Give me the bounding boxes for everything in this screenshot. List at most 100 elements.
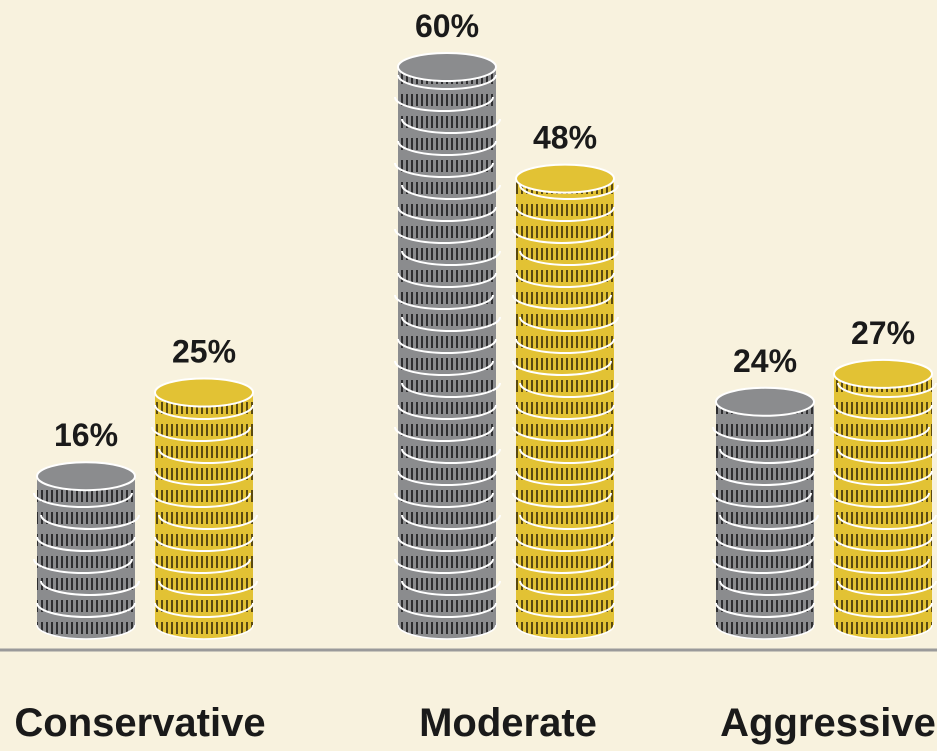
coin-edge bbox=[719, 514, 819, 530]
coin-edge bbox=[715, 536, 815, 552]
coin-edge bbox=[397, 206, 497, 222]
coin-edge bbox=[830, 492, 930, 508]
coin-edge bbox=[397, 74, 497, 90]
coin-edge bbox=[154, 470, 254, 486]
coin-edge bbox=[512, 426, 612, 442]
coin-edge bbox=[515, 602, 615, 618]
coin-edge bbox=[512, 294, 612, 310]
coin-edge bbox=[394, 360, 494, 376]
coin-edge bbox=[394, 96, 494, 112]
coin-edge bbox=[715, 602, 815, 618]
coin-edge bbox=[515, 206, 615, 222]
value-label: 27% bbox=[851, 315, 915, 351]
coin-edge bbox=[837, 514, 937, 530]
coin-body bbox=[155, 392, 253, 625]
coin-edge bbox=[158, 448, 258, 464]
coin-edge bbox=[401, 382, 501, 398]
coin-edge bbox=[515, 470, 615, 486]
value-label: 16% bbox=[54, 417, 118, 453]
coin-edge bbox=[401, 250, 501, 266]
coin-edge bbox=[397, 470, 497, 486]
coin-edge bbox=[830, 558, 930, 574]
coin-edge bbox=[519, 448, 619, 464]
coin-edge bbox=[837, 448, 937, 464]
coin-edge bbox=[151, 492, 251, 508]
coin-edge bbox=[401, 118, 501, 134]
coin-edge bbox=[401, 514, 501, 530]
coin-top bbox=[397, 52, 497, 82]
coin-edge bbox=[512, 492, 612, 508]
value-label: 60% bbox=[415, 8, 479, 44]
coin-top bbox=[833, 358, 933, 389]
coin-edge bbox=[512, 360, 612, 376]
coin-edge bbox=[394, 492, 494, 508]
coin-edge bbox=[394, 426, 494, 442]
coin-edge bbox=[833, 536, 933, 552]
coin-edge bbox=[712, 426, 812, 442]
coin-top bbox=[36, 461, 136, 492]
coin-stack bbox=[512, 163, 619, 640]
coin-edge bbox=[515, 338, 615, 354]
coin-edge bbox=[515, 404, 615, 420]
coin-edge bbox=[515, 536, 615, 552]
coin-edge bbox=[154, 602, 254, 618]
coin-stack bbox=[712, 386, 819, 640]
coin-edge bbox=[712, 492, 812, 508]
coin-top bbox=[154, 377, 254, 408]
coin-edge bbox=[36, 602, 136, 618]
coin-edge bbox=[151, 558, 251, 574]
coin-edge bbox=[154, 536, 254, 552]
coin-edge bbox=[401, 184, 501, 200]
coin-edge bbox=[519, 514, 619, 530]
coin-edge bbox=[512, 558, 612, 574]
coin-stack bbox=[151, 377, 258, 640]
coin-edge bbox=[519, 382, 619, 398]
coin-edge bbox=[397, 602, 497, 618]
coin-edge bbox=[397, 272, 497, 288]
value-label: 48% bbox=[533, 120, 597, 156]
coin-edge bbox=[36, 536, 136, 552]
coin-edge bbox=[512, 228, 612, 244]
coin-edge bbox=[397, 140, 497, 156]
coin-edge bbox=[158, 514, 258, 530]
coin-top bbox=[515, 163, 615, 194]
coin-edge bbox=[833, 602, 933, 618]
coin-edge bbox=[830, 426, 930, 442]
coin-stack bbox=[33, 461, 140, 640]
coin-edge bbox=[397, 404, 497, 420]
value-label: 25% bbox=[172, 334, 236, 370]
coin-edge bbox=[719, 580, 819, 596]
coin-edge bbox=[519, 250, 619, 266]
coin-stack bbox=[394, 52, 501, 640]
coin-edge bbox=[40, 514, 140, 530]
coin-edge bbox=[401, 316, 501, 332]
coin-body bbox=[516, 178, 614, 625]
coin-edge bbox=[151, 426, 251, 442]
coin-edge bbox=[40, 580, 140, 596]
coin-edge bbox=[33, 492, 133, 508]
coin-edge bbox=[394, 294, 494, 310]
category-label: Moderate bbox=[419, 701, 597, 745]
coin-body bbox=[398, 67, 496, 625]
coin-stack bbox=[830, 358, 937, 640]
coin-edge bbox=[519, 580, 619, 596]
coin-edge bbox=[394, 162, 494, 178]
category-label: Aggressive bbox=[720, 701, 936, 745]
coin-edge bbox=[397, 338, 497, 354]
coin-edge bbox=[519, 184, 619, 200]
coin-edge bbox=[394, 228, 494, 244]
coin-edge bbox=[33, 558, 133, 574]
coin-edge bbox=[519, 316, 619, 332]
coin-edge bbox=[158, 580, 258, 596]
coin-edge bbox=[401, 448, 501, 464]
coin-edge bbox=[719, 448, 819, 464]
coin-top bbox=[715, 386, 815, 417]
coin-body bbox=[834, 373, 932, 625]
coin-edge bbox=[397, 536, 497, 552]
coin-edge bbox=[833, 470, 933, 486]
coin-edge bbox=[833, 404, 933, 420]
coin-edge bbox=[837, 580, 937, 596]
coin-edge bbox=[394, 558, 494, 574]
coin-edge bbox=[515, 272, 615, 288]
